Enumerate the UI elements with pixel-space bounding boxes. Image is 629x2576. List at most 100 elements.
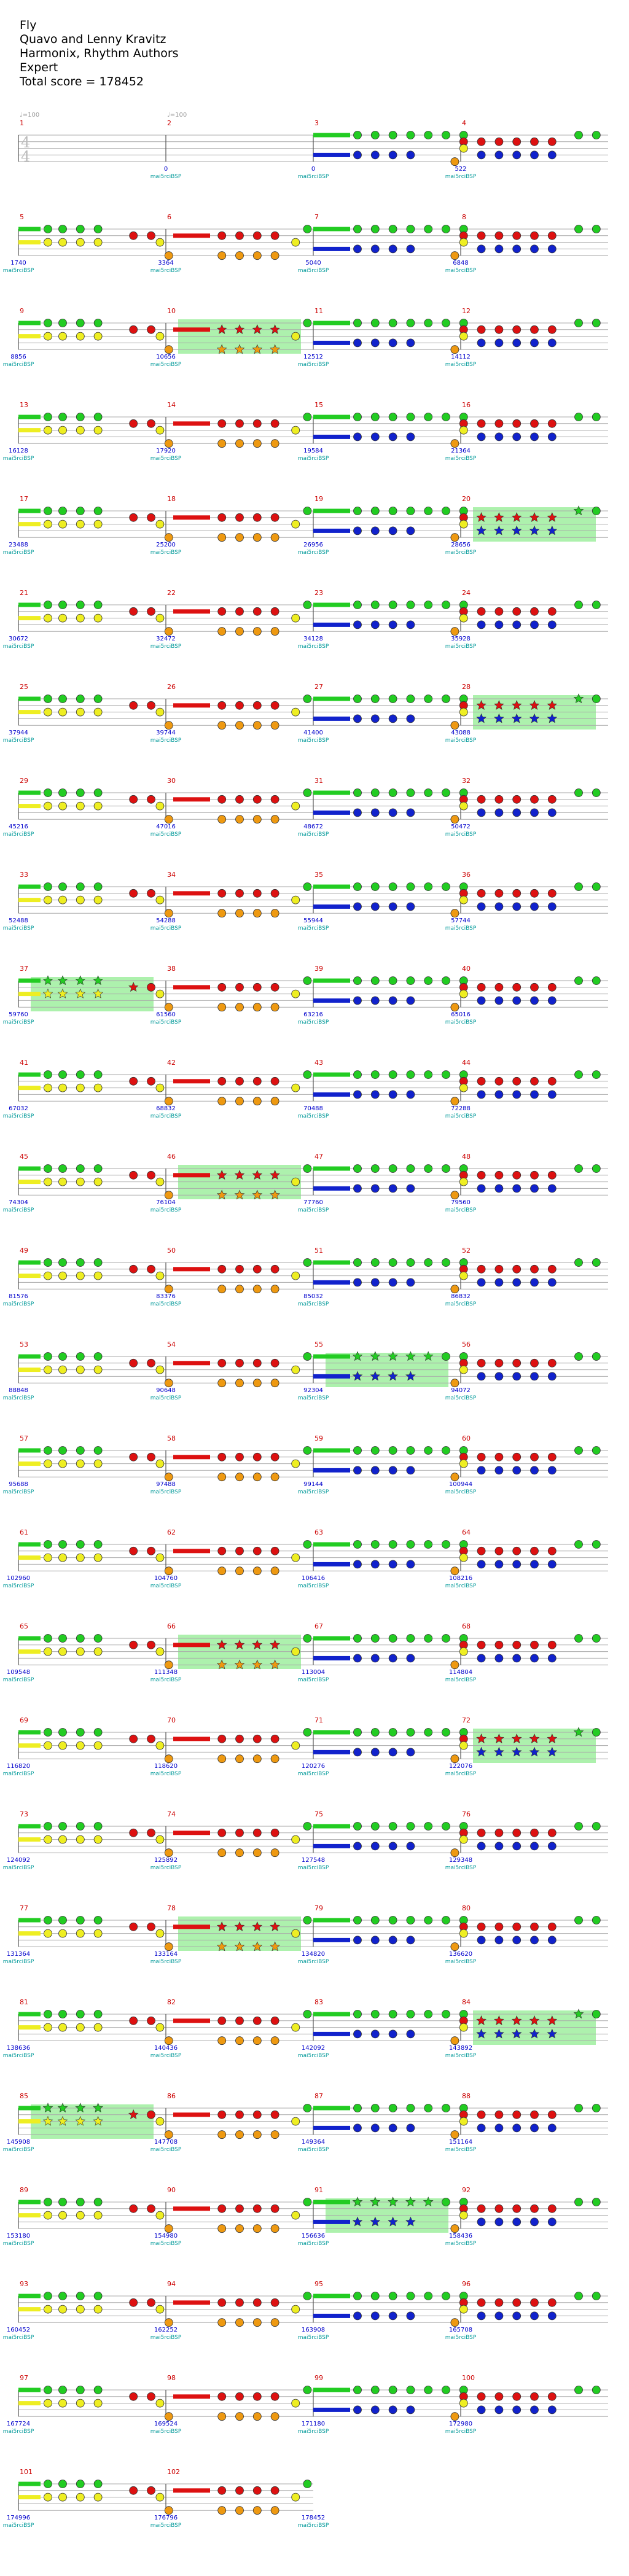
- note-r: [547, 1452, 557, 1461]
- note-y: [58, 332, 67, 341]
- measure-score: 17920: [156, 448, 176, 454]
- note-y: [93, 2211, 103, 2220]
- note-b: [511, 2028, 522, 2039]
- note-b: [494, 244, 504, 254]
- note-g: [592, 413, 601, 421]
- sustain-g: [313, 227, 350, 232]
- note-b: [353, 2311, 362, 2321]
- note-b: [406, 2405, 415, 2415]
- measure-number: 22: [167, 589, 176, 597]
- note-r: [547, 231, 557, 240]
- note-o: [270, 1189, 280, 1200]
- measure-score: 116820: [7, 1763, 30, 1770]
- note-r: [129, 1640, 138, 1649]
- note-b: [530, 432, 539, 442]
- note-b: [530, 1654, 539, 1663]
- note-y: [44, 1177, 52, 1186]
- note-o: [270, 909, 279, 918]
- measure-number: 29: [20, 777, 28, 785]
- note-r: [477, 1170, 486, 1180]
- note-r: [129, 889, 138, 898]
- sustain-r: [173, 2300, 210, 2305]
- note-r: [129, 2016, 138, 2025]
- note-r: [512, 419, 522, 428]
- note-b: [388, 902, 397, 911]
- note-b: [353, 902, 362, 911]
- note-o: [270, 2036, 279, 2045]
- note-o: [217, 251, 227, 260]
- tracker-label: mai5rciBSP: [445, 831, 477, 838]
- note-r: [147, 1640, 155, 1649]
- note-o: [450, 2318, 459, 2327]
- note-g: [93, 225, 103, 233]
- measure-score: 25200: [156, 542, 176, 548]
- note-o: [270, 627, 279, 636]
- note-r: [547, 1076, 557, 1086]
- note-g: [406, 1634, 415, 1643]
- note-y: [155, 426, 165, 435]
- note-y: [58, 2492, 67, 2502]
- note-r: [217, 513, 227, 522]
- note-r: [512, 1452, 522, 1461]
- note-r: [530, 1076, 539, 1086]
- note-g: [424, 2386, 433, 2394]
- sustain-g: [313, 508, 350, 513]
- note-o: [217, 1003, 227, 1012]
- note-r: [512, 1828, 522, 1837]
- note-o: [164, 815, 173, 824]
- note-g: [424, 1258, 433, 1267]
- tracker-label: mai5rciBSP: [3, 1395, 34, 1401]
- note-r: [147, 889, 155, 898]
- note-b: [477, 2405, 486, 2415]
- note-b: [477, 1184, 486, 1193]
- note-g: [303, 1352, 312, 1361]
- note-g: [388, 507, 397, 515]
- note-r: [547, 889, 557, 898]
- note-r: [129, 513, 138, 522]
- note-o: [235, 1473, 244, 1482]
- sustain-g: [313, 1354, 350, 1359]
- note-r: [129, 2204, 138, 2213]
- sustain-b: [313, 1374, 350, 1379]
- note-y: [44, 707, 52, 717]
- note-g: [424, 882, 433, 891]
- note-r: [129, 1264, 138, 1274]
- note-r: [512, 2110, 522, 2119]
- note-r: [252, 1921, 263, 1931]
- note-b: [352, 2216, 363, 2227]
- note-b: [530, 1278, 539, 1287]
- note-r: [530, 1452, 539, 1461]
- note-b: [353, 1560, 362, 1569]
- note-g: [424, 131, 433, 139]
- note-y: [44, 895, 52, 905]
- note-r: [128, 2109, 139, 2119]
- sustain-r: [173, 1361, 210, 1366]
- note-r: [512, 1922, 522, 1931]
- note-b: [388, 1936, 397, 1945]
- note-b: [512, 432, 522, 442]
- note-o: [270, 251, 279, 260]
- measure-score: 74304: [9, 1199, 28, 1206]
- note-b: [547, 150, 557, 160]
- measure-number: 62: [167, 1528, 176, 1536]
- note-b: [494, 2217, 504, 2227]
- note-y: [459, 519, 468, 529]
- note-r: [217, 795, 227, 804]
- note-r: [129, 325, 138, 334]
- note-g: [76, 1634, 85, 1643]
- note-b: [477, 1936, 486, 1945]
- note-g: [574, 1070, 583, 1079]
- note-b: [406, 996, 415, 1005]
- note-y: [155, 2023, 165, 2032]
- note-o: [252, 1189, 263, 1200]
- note-g: [76, 2198, 85, 2206]
- note-g: [370, 788, 380, 797]
- note-g: [574, 413, 583, 421]
- note-r: [270, 419, 279, 428]
